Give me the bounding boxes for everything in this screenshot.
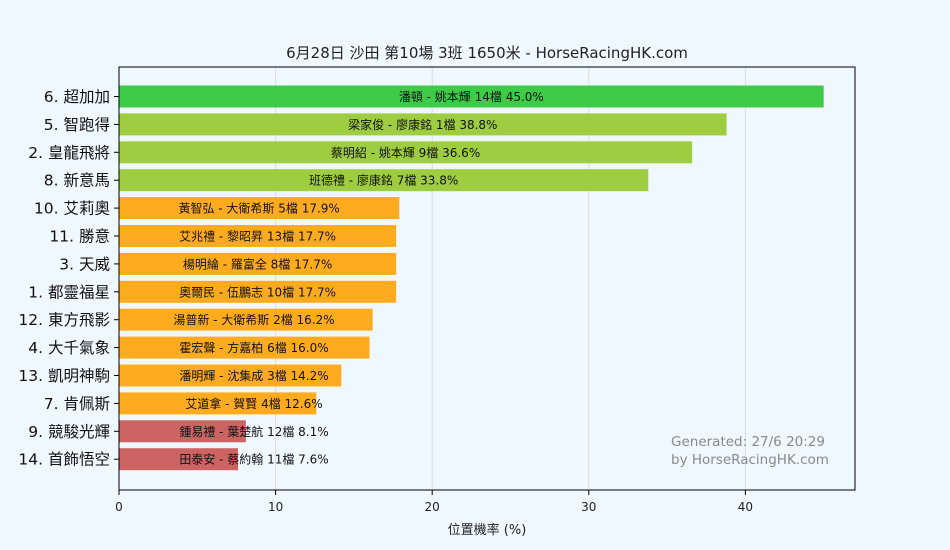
- bar-label: 黃智弘 - 大衛希斯 5檔 17.9%: [178, 201, 339, 216]
- bar: [119, 364, 342, 387]
- bars: 潘頓 - 姚本輝 14檔 45.0% 梁家俊 - 廖康銘 1檔 38.8% 蔡明紹 …: [119, 85, 824, 471]
- y-tick-label: 11. 勝意: [49, 227, 110, 246]
- y-tick-label: 3. 天威: [59, 255, 110, 273]
- x-tick-label: 0: [115, 500, 123, 514]
- watermark-line-1: Generated: 27/6 20:29: [671, 434, 825, 450]
- bar-label: 梁家俊 - 廖康銘 1檔 38.8%: [348, 117, 497, 132]
- bar: [119, 85, 824, 108]
- y-axis-labels: 6. 超加加 5. 智跑得 2. 皇龍飛將 8. 新意馬 10. 艾莉奧 11. 勝意 3.…: [18, 88, 119, 469]
- bar: [119, 420, 246, 443]
- bar-label: 湯普新 - 大衛希斯 2檔 16.2%: [173, 312, 334, 327]
- x-tick-label: 20: [425, 500, 440, 514]
- x-tick-label: 30: [581, 500, 596, 514]
- bar: [119, 448, 239, 471]
- bar-label: 艾道拿 - 賀賢 4檔 12.6%: [185, 396, 322, 411]
- bar: [119, 169, 649, 192]
- x-tick-label: 40: [738, 500, 753, 514]
- y-tick-label: 8. 新意馬: [44, 171, 110, 190]
- bar: [119, 280, 397, 303]
- y-tick-label: 14. 首飾悟空: [18, 451, 110, 469]
- y-tick-label: 13. 凱明神駒: [18, 367, 110, 385]
- bar-label: 鍾易禮 - 葉楚航 12檔 8.1%: [179, 424, 328, 439]
- bar-label: 霍宏聲 - 方嘉柏 6檔 16.0%: [179, 340, 328, 355]
- y-tick-label: 10. 艾莉奧: [34, 200, 110, 218]
- bar: [119, 225, 397, 247]
- grid: [275, 67, 746, 490]
- y-tick-label: 5. 智跑得: [44, 116, 110, 134]
- bar: [119, 252, 397, 275]
- x-axis-label: 位置機率 (%): [448, 522, 527, 538]
- bar: [119, 141, 693, 164]
- bar: [119, 336, 370, 359]
- plot-frame: [118, 66, 856, 491]
- bar: [119, 113, 727, 136]
- bar: [119, 308, 373, 331]
- bar-label: 潘明輝 - 沈集成 3檔 14.2%: [179, 368, 328, 383]
- y-tick-label: 6. 超加加: [44, 88, 110, 106]
- x-axis-ticks: 0 10 20 30 40: [115, 490, 753, 514]
- y-tick-label: 12. 東方飛影: [18, 311, 110, 329]
- bar-label: 楊明綸 - 羅富全 8檔 17.7%: [183, 256, 332, 271]
- y-tick-label: 4. 大千氣象: [28, 339, 110, 357]
- bar: [119, 197, 400, 220]
- chart-title: 6月28日 沙田 第10場 3班 1650米 - HorseRacingHK.c…: [286, 44, 688, 62]
- y-tick-label: 7. 肯佩斯: [44, 395, 110, 413]
- y-tick-label: 2. 皇龍飛將: [28, 144, 110, 162]
- bar-label: 田泰安 - 蔡約翰 11檔 7.6%: [179, 452, 328, 467]
- y-tick-label: 9. 競駿光輝: [28, 423, 110, 441]
- bar-label: 蔡明紹 - 姚本輝 9檔 36.6%: [331, 146, 480, 160]
- y-tick-label: 1. 都靈福星: [28, 283, 110, 301]
- bar: [119, 392, 317, 415]
- watermark-line-2: by HorseRacingHK.com: [671, 452, 829, 468]
- bar-label: 艾兆禮 - 黎昭昇 13檔 17.7%: [179, 230, 336, 244]
- bar-label: 潘頓 - 姚本輝 14檔 45.0%: [399, 90, 544, 104]
- bar-label: 班德禮 - 廖康銘 7檔 33.8%: [309, 173, 458, 188]
- bar-label: 奧爾民 - 伍鵬志 10檔 17.7%: [179, 285, 336, 299]
- x-tick-label: 10: [268, 500, 283, 514]
